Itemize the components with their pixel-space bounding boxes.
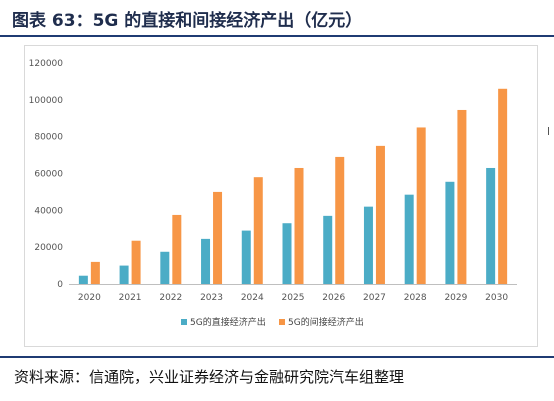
- bar-indirect-2023: [213, 191, 223, 284]
- x-tick-label: 2027: [363, 293, 386, 303]
- bar-direct-2026: [323, 215, 333, 284]
- bar-indirect-2029: [457, 109, 467, 285]
- chart-frame: 0 20000 40000 60000 80000 100000 120000 2020 202…: [24, 45, 538, 347]
- bar-direct-2021: [119, 265, 129, 284]
- bar-indirect-2027: [375, 145, 385, 284]
- y-tick-label: 20000: [34, 243, 63, 253]
- bar-indirect-2025: [294, 167, 304, 284]
- x-tick-label: 2030: [485, 293, 508, 303]
- y-tick-label: 80000: [34, 133, 63, 143]
- y-tick-label: 0: [57, 280, 63, 290]
- bar-indirect-2020: [90, 261, 100, 284]
- legend-label-indirect: 5G的间接经济产出: [288, 316, 364, 328]
- bar-indirect-2021: [131, 240, 141, 284]
- bar-direct-2030: [486, 167, 496, 284]
- bar-chart: 0 20000 40000 60000 80000 100000 120000 2020 202…: [29, 59, 517, 328]
- x-tick-label: 2026: [322, 293, 345, 303]
- x-tick-label: 2021: [119, 293, 142, 303]
- edge-mark: [548, 127, 549, 135]
- bar-indirect-2022: [172, 214, 182, 284]
- bar-indirect-2030: [498, 88, 508, 285]
- x-tick-label: 2025: [282, 293, 305, 303]
- x-tick-label: 2022: [159, 293, 182, 303]
- x-tick-label: 2024: [241, 293, 264, 303]
- x-tick-label: 2020: [78, 293, 101, 303]
- bar-direct-2022: [160, 251, 170, 284]
- y-tick-label: 100000: [29, 96, 64, 106]
- source-divider: [0, 356, 554, 358]
- bar-direct-2023: [201, 238, 211, 284]
- figure-title: 图表 63：5G 的直接和间接经济产出（亿元）: [12, 11, 363, 31]
- bar-direct-2020: [78, 275, 88, 284]
- legend-swatch-indirect: [279, 319, 285, 325]
- x-tick-label: 2028: [404, 293, 427, 303]
- bar-direct-2025: [282, 223, 292, 284]
- y-tick-label: 120000: [29, 59, 64, 69]
- bar-direct-2024: [241, 230, 251, 284]
- bar-direct-2029: [445, 181, 455, 284]
- bar-direct-2028: [404, 194, 414, 284]
- source-note: 资料来源：信通院，兴业证券经济与金融研究院汽车组整理: [14, 368, 405, 386]
- y-tick-label: 40000: [34, 206, 63, 216]
- bar-indirect-2026: [335, 156, 345, 284]
- bar-indirect-2024: [253, 177, 263, 284]
- legend-label-direct: 5G的直接经济产出: [190, 316, 266, 328]
- title-divider: [0, 35, 554, 37]
- bar-indirect-2028: [416, 127, 426, 284]
- legend-swatch-direct: [181, 319, 187, 325]
- x-tick-label: 2029: [444, 293, 467, 303]
- y-tick-label: 60000: [34, 170, 63, 180]
- x-tick-label: 2023: [200, 293, 223, 303]
- bar-direct-2027: [363, 206, 373, 284]
